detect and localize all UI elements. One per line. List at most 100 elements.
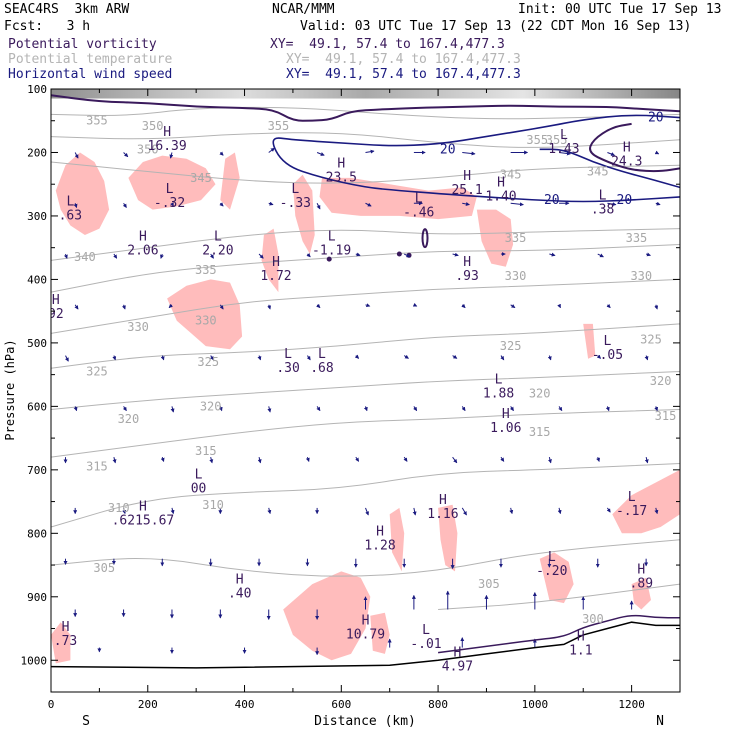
wind-vector	[65, 355, 69, 362]
theta-label: 305	[93, 561, 115, 575]
pv-extremum-value: .89	[630, 577, 653, 592]
pv-shaded-region	[51, 622, 71, 664]
wind-vector	[355, 252, 361, 257]
wind-vector	[355, 456, 360, 462]
theta-label: 355	[526, 133, 548, 147]
wind-vector	[306, 355, 311, 361]
pv-extremum-value: .63	[59, 209, 82, 224]
theta-contour-345	[51, 161, 680, 184]
pv-extremum-value: 25.1	[451, 183, 482, 198]
pv-extremum-marker: L	[66, 195, 74, 210]
pv-extremum-value: -1.19	[312, 244, 351, 259]
pv-extremum-value: -.20	[536, 564, 567, 579]
wind-label: 20	[440, 142, 456, 157]
theta-contours	[51, 106, 680, 610]
wind-vector	[403, 253, 411, 258]
pv-shaded-region	[612, 469, 680, 534]
wind-vector	[209, 457, 214, 464]
pv-extremum-marker: H	[502, 407, 510, 422]
wind-vector	[209, 253, 214, 259]
wind-vector	[547, 355, 552, 361]
pv-extremum-marker: H	[463, 169, 471, 184]
wind-vector	[452, 354, 458, 359]
theta-label: 330	[127, 320, 149, 334]
wind-vector	[654, 304, 659, 310]
pv-extremum-value: 24.3	[611, 155, 642, 170]
pv-extremum-marker: L	[599, 188, 607, 203]
pv-extremum-marker: L	[415, 191, 423, 206]
x-tick-label: 1000	[522, 698, 549, 711]
wind-vector	[606, 507, 611, 513]
pv-contour	[589, 122, 680, 173]
wind-vector	[654, 150, 660, 155]
theta-label: 335	[505, 231, 527, 245]
wind-vector	[122, 304, 126, 310]
pv-extremum-value: 4.97	[442, 659, 473, 674]
pv-extremum-value: 23.5	[326, 171, 357, 186]
pv-extremum-value: 1.72	[260, 269, 291, 284]
wind-label: 20	[617, 193, 633, 208]
header-fcst: Fcst: 3 h	[4, 19, 91, 34]
wind-vector	[500, 355, 505, 361]
theta-label: 320	[118, 412, 140, 426]
wind-vector	[267, 304, 271, 310]
pv-extremum-value: -.33	[280, 196, 311, 211]
pv-extremum-marker: H	[272, 255, 280, 270]
y-tick-label: 700	[27, 464, 47, 477]
pv-shaded-region	[55, 152, 110, 235]
pv-shaded-region	[438, 504, 458, 572]
pv-extremum-value: -.46	[403, 205, 434, 220]
theta-label: 310	[108, 501, 130, 515]
wind-vector	[219, 202, 224, 207]
wind-vector	[557, 303, 561, 309]
wind-vector	[509, 507, 514, 515]
wind-vector	[169, 152, 174, 159]
field-xy-theta: XY= 49.1, 57.4 to 167.4,477.3	[286, 52, 521, 67]
pv-extremum-marker: L	[495, 372, 503, 387]
pv-extremum-marker: L	[328, 230, 336, 245]
header-model: SEAC4RS 3km ARW	[4, 2, 130, 17]
wind-vector	[403, 354, 409, 359]
theta-contour-355	[51, 106, 680, 120]
wind-vector	[123, 152, 129, 158]
wind-label: 20	[544, 193, 560, 208]
wind-contour	[539, 148, 680, 189]
pv-extremum-value: 16.39	[148, 139, 187, 154]
pv-extremum-marker: L	[560, 128, 568, 143]
field-xy-wind: XY= 49.1, 57.4 to 167.4,477.3	[286, 67, 521, 82]
y-tick-label: 400	[27, 273, 47, 286]
pv-shaded-region	[631, 577, 651, 610]
header-valid: Valid: 03 UTC Tue 17 Sep 13 (22 CDT Mon …	[300, 19, 692, 34]
pv-extremum-value: 2.06	[127, 244, 158, 259]
wind-vector	[365, 507, 369, 516]
pv-extremum-marker: H	[139, 230, 147, 245]
theta-contour-325	[51, 323, 680, 369]
pv-loop	[421, 228, 429, 249]
wind-vector	[74, 304, 79, 310]
field-label-wind: Horizontal wind speed	[8, 67, 173, 82]
wind-vector	[605, 406, 610, 412]
pv-shaded-region	[128, 155, 216, 210]
pv-extremum-value: 1.06	[490, 421, 521, 436]
header-center: NCAR/MMM	[272, 2, 335, 17]
theta-contour-310	[51, 463, 680, 528]
theta-label: 345	[587, 165, 609, 179]
wind-vector	[170, 507, 175, 515]
pv-extremum-value: -.32	[154, 196, 185, 211]
wind-vector	[316, 152, 325, 156]
pv-extremum-marker: H	[362, 614, 370, 629]
wind-vector	[365, 149, 375, 154]
theta-label: 305	[478, 577, 500, 591]
theta-label: 315	[86, 460, 108, 474]
theta-label: 350	[137, 142, 159, 156]
terrain-line	[51, 614, 680, 669]
theta-label: 345	[190, 171, 212, 185]
pv-shaded-regions	[51, 152, 680, 664]
pv-extremum-marker: L	[422, 623, 430, 638]
wind-vector	[596, 354, 602, 359]
y-tick-label: 900	[27, 591, 47, 604]
theta-label: 320	[650, 374, 672, 388]
wind-vector	[452, 252, 459, 257]
